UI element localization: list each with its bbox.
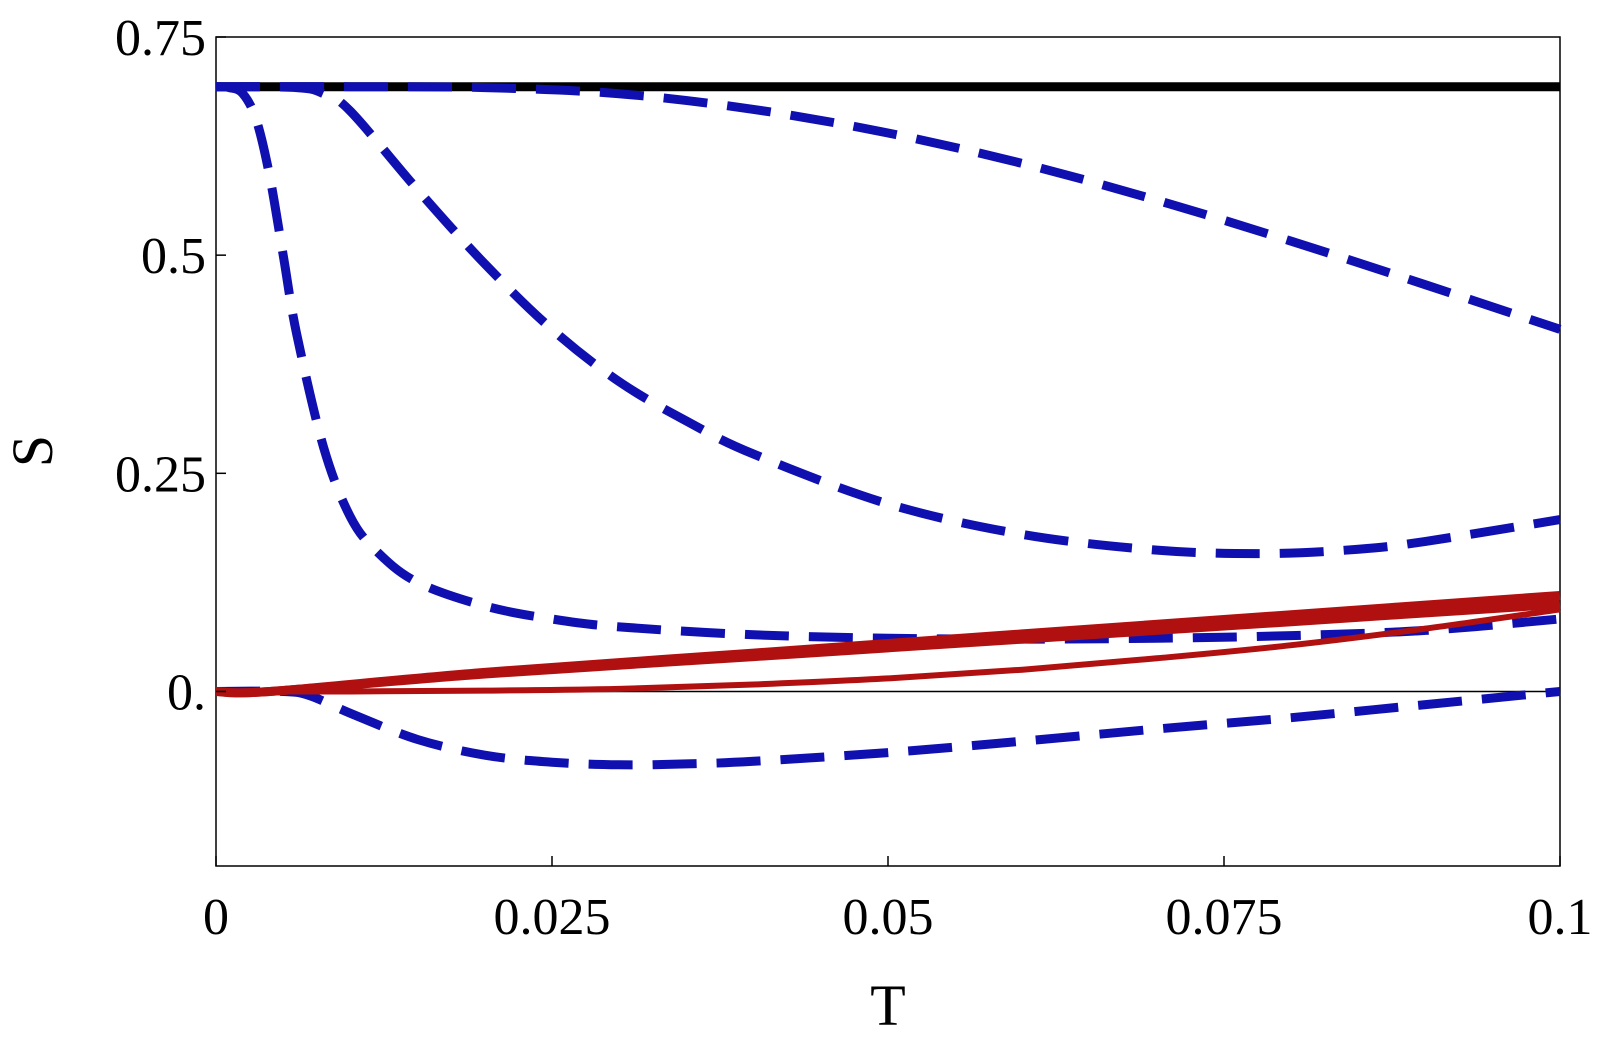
x-axis-title: T [870, 973, 905, 1038]
y-axis-ticks: 0. 0.25 0.5 0.75 [115, 10, 226, 721]
series-line-7 [215, 606, 1561, 695]
x-axis-ticks: 0 0.025 0.05 0.075 0.1 [203, 856, 1593, 946]
y-tick-label-3: 0.75 [115, 10, 206, 67]
series-line-1 [215, 82, 1562, 334]
x-tick-label-0: 0 [203, 889, 229, 946]
y-tick-label-2: 0.5 [141, 228, 206, 285]
plot-area: 0 0.025 0.05 0.075 0.1 0. 0.25 0.5 0.75 [115, 10, 1593, 946]
x-tick-label-3: 0.075 [1166, 889, 1283, 946]
series-line-3 [215, 82, 1561, 644]
x-tick-label-2: 0.05 [843, 889, 934, 946]
series-layer [215, 82, 1562, 770]
y-axis-title: S [0, 435, 65, 467]
x-tick-label-1: 0.025 [494, 889, 611, 946]
y-tick-label-0: 0. [167, 664, 206, 721]
y-tick-label-1: 0.25 [115, 446, 206, 503]
series-line-4 [215, 686, 1561, 770]
x-tick-label-4: 0.1 [1528, 889, 1593, 946]
series-line-2 [215, 82, 1561, 559]
series-line-6 [215, 599, 1561, 698]
